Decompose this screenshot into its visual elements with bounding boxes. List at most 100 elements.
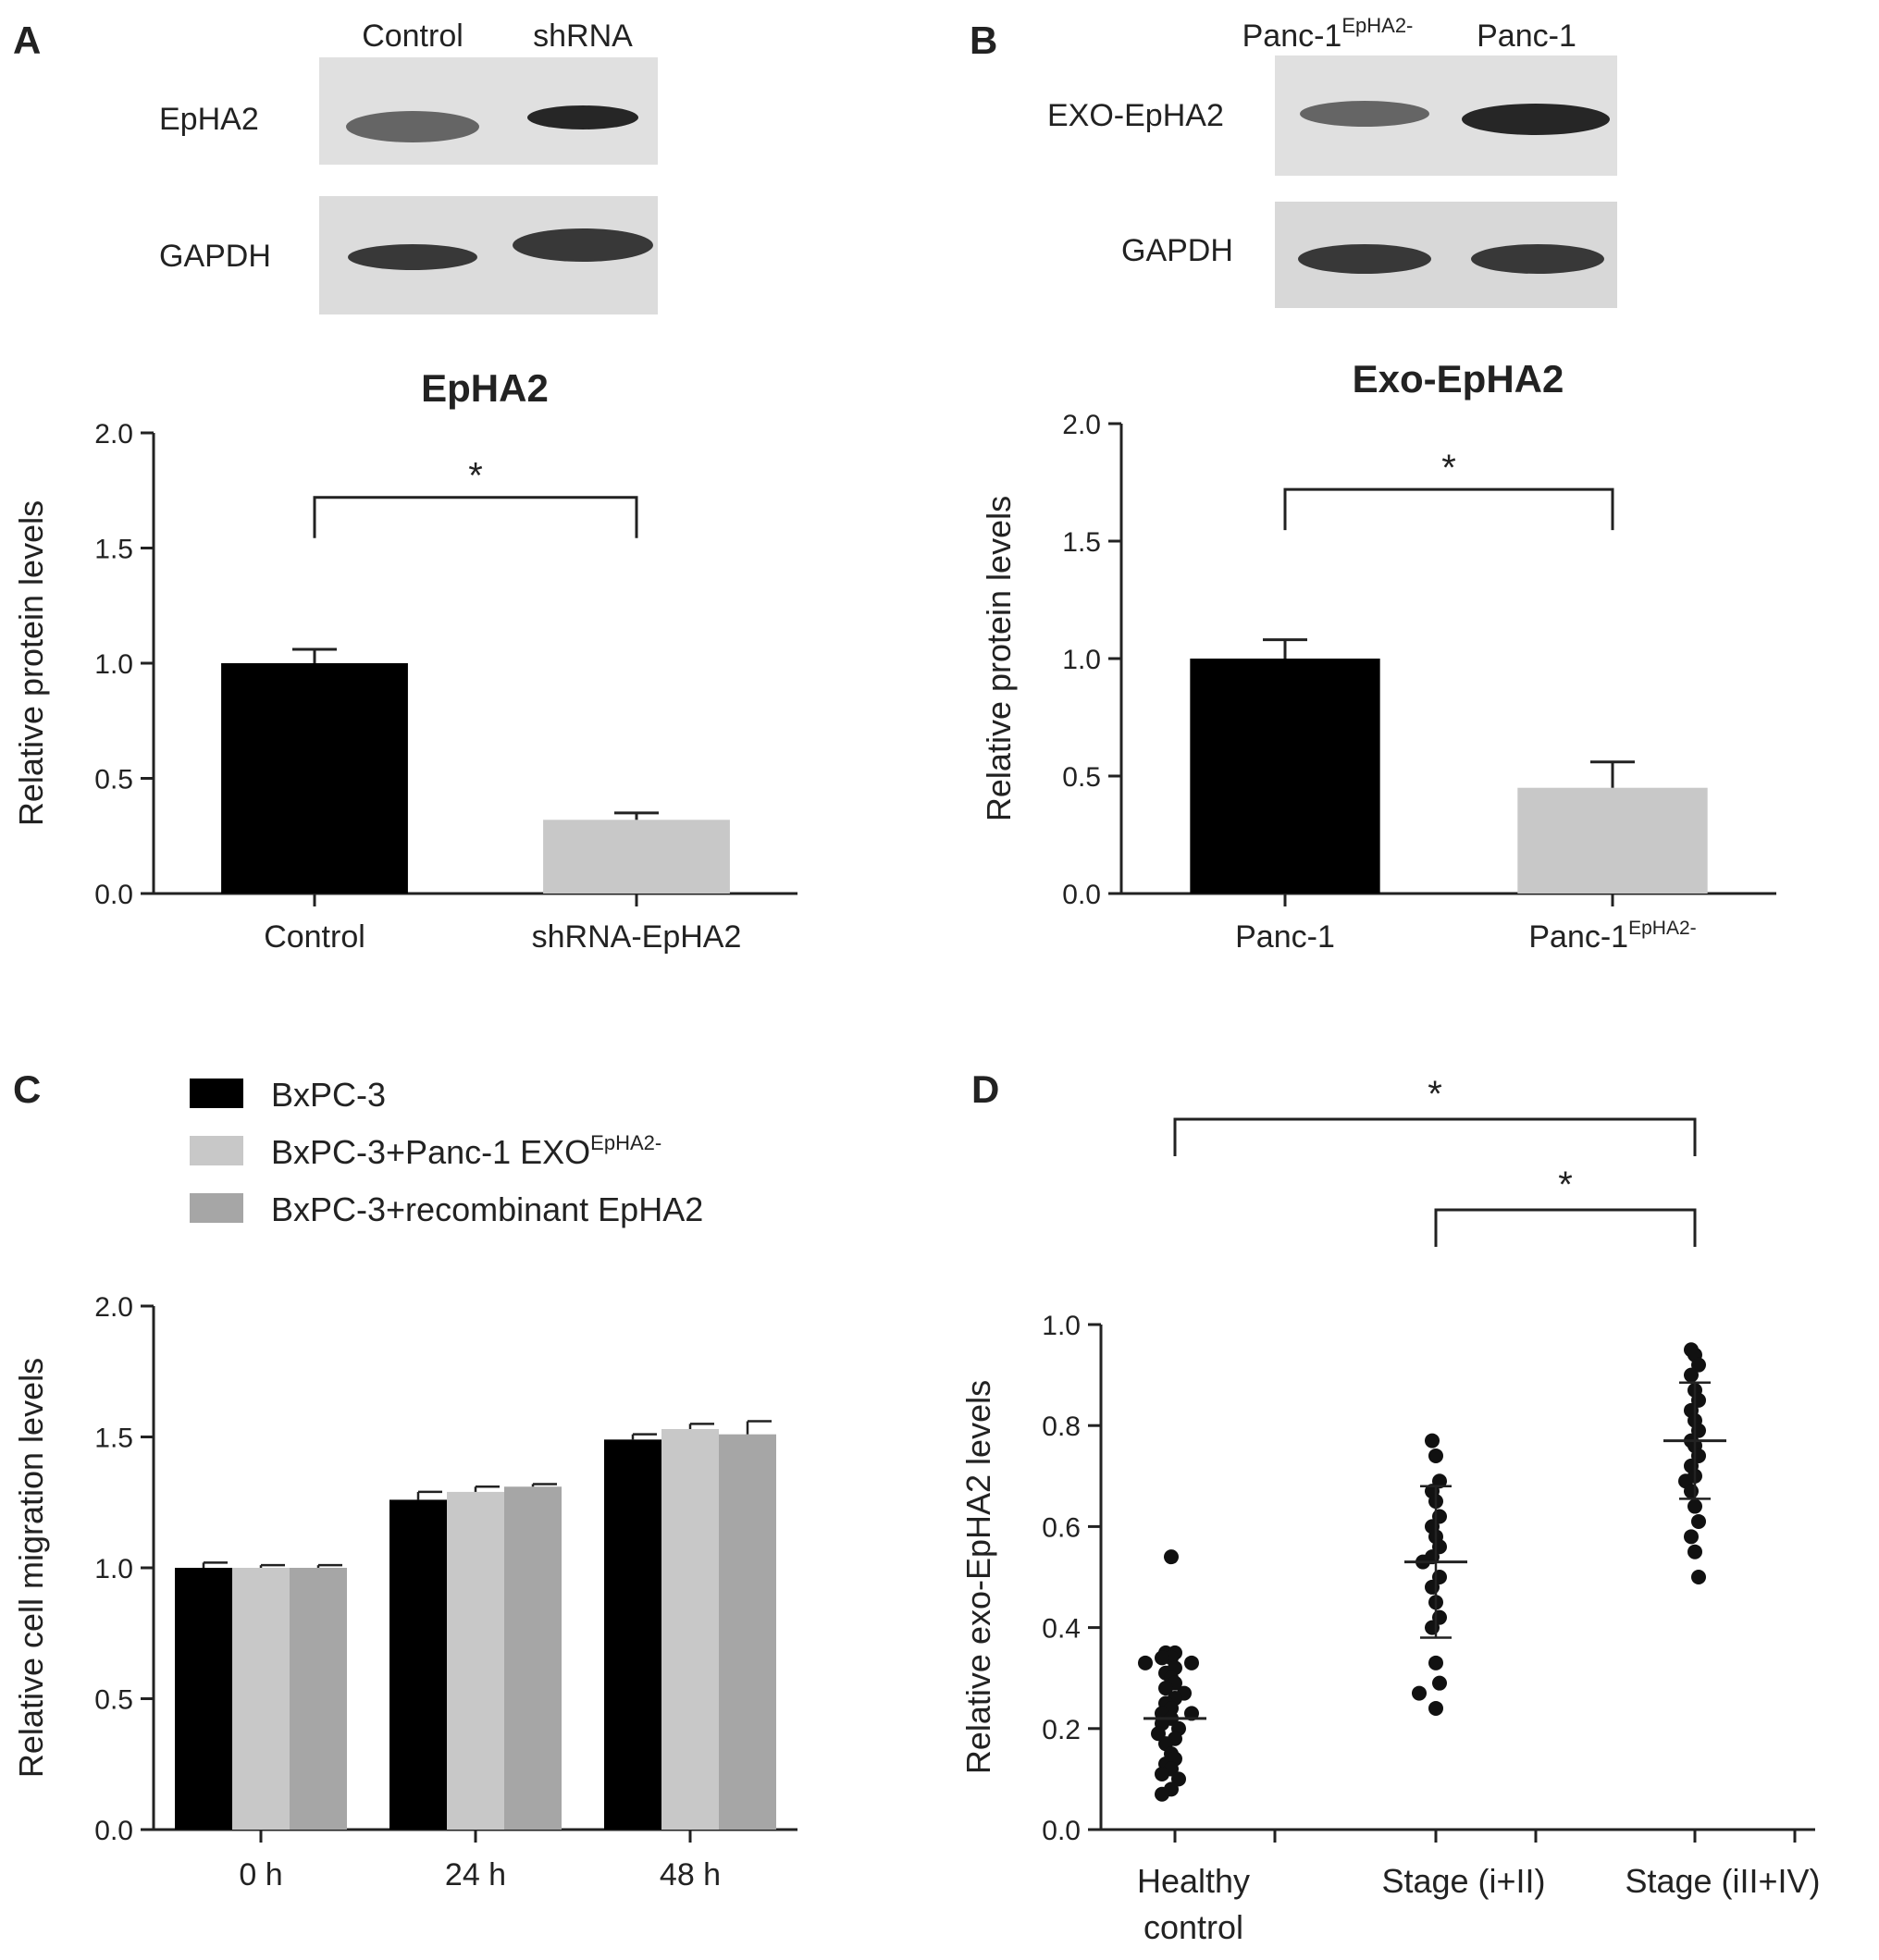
c-bar — [604, 1439, 661, 1830]
c-bar — [447, 1491, 504, 1830]
d-data-point — [1412, 1685, 1427, 1701]
blot-a-band-gapdh-control — [348, 244, 477, 270]
d-data-point — [1432, 1675, 1447, 1691]
d-x-tick-label: Stage (iII+IV) — [1625, 1862, 1820, 1900]
blot-b-lane-label-panc1-epha2: Panc-1EpHA2- — [1242, 14, 1414, 54]
blot-b-band-epha2-panc1 — [1462, 104, 1610, 135]
c-y-tick-label: 1.5 — [94, 1424, 133, 1454]
panel-letter-a: A — [13, 18, 41, 62]
d-data-point — [1155, 1766, 1169, 1781]
c-y-tick-label: 0.0 — [94, 1816, 133, 1846]
blot-a: Control shRNA EpHA2 GAPDH — [159, 18, 658, 314]
d-data-point — [1684, 1484, 1699, 1499]
c-x-tick-label: 24 h — [445, 1857, 506, 1892]
d-significance-label: * — [1428, 1074, 1442, 1115]
b-bar — [1517, 787, 1708, 894]
d-data-point — [1428, 1655, 1443, 1670]
c-legend-swatch — [190, 1136, 243, 1165]
blot-b-band-gapdh-panc1 — [1471, 244, 1604, 274]
a-x-tick-label: shRNA-EpHA2 — [532, 919, 742, 955]
d-data-point — [1428, 1700, 1443, 1716]
d-y-tick-label: 0.6 — [1042, 1512, 1081, 1543]
b-x-tick-label: Panc-1EpHA2- — [1528, 918, 1696, 955]
d-x-tick-label: Healthy — [1137, 1862, 1250, 1900]
a-x-tick-label: Control — [264, 919, 365, 955]
d-x-tick-label: Stage (i+II) — [1381, 1862, 1545, 1900]
d-y-tick-label: 0.2 — [1042, 1715, 1081, 1745]
blot-b-band-epha2-panc1-epha2 — [1300, 101, 1429, 127]
blot-a-band-epha2-shrna — [527, 105, 638, 129]
d-data-point — [1691, 1570, 1706, 1584]
d-y-tick-label: 0.4 — [1042, 1614, 1081, 1645]
b-y-tick-label: 1.5 — [1062, 527, 1101, 558]
blot-a-row-label-epha2: EpHA2 — [159, 102, 259, 137]
a-chart-title: EpHA2 — [421, 366, 549, 410]
d-data-point — [1138, 1655, 1153, 1670]
a-y-tick-label: 1.5 — [94, 535, 133, 565]
c-legend-label: BxPC-3 — [271, 1076, 386, 1114]
b-y-tick-label: 0.0 — [1062, 880, 1101, 910]
chart-b: 0.0 0.5 1.0 1.5 2.0 Relative protein levels Ex… — [980, 357, 1776, 955]
d-data-point — [1425, 1433, 1440, 1448]
d-data-point — [1155, 1786, 1169, 1802]
b-chart-title: Exo-EpHA2 — [1353, 357, 1564, 401]
d-data-point — [1687, 1544, 1702, 1559]
blot-a-band-gapdh-shrna — [513, 228, 653, 262]
c-bar — [175, 1568, 232, 1830]
panel-letter-c: C — [13, 1067, 41, 1111]
c-bar — [661, 1429, 719, 1830]
a-y-tick-label: 0.0 — [94, 880, 133, 910]
a-bar — [221, 663, 408, 894]
c-y-tick-label: 1.0 — [94, 1554, 133, 1584]
a-bar — [543, 820, 730, 894]
b-significance-label: * — [1441, 448, 1456, 488]
c-bar — [389, 1499, 447, 1830]
blot-a-lane-label-shrna: shRNA — [533, 18, 633, 54]
c-bar — [504, 1486, 562, 1830]
a-significance-bracket — [313, 496, 638, 538]
b-significance-bracket — [1283, 487, 1614, 531]
c-bar — [290, 1568, 347, 1830]
d-x-tick-label: control — [1143, 1908, 1243, 1946]
a-y-axis-label: Relative protein levels — [12, 500, 50, 826]
d-data-point — [1155, 1650, 1169, 1666]
panel-letter-b: B — [970, 18, 997, 62]
c-legend-swatch — [190, 1079, 243, 1108]
a-y-tick-label: 0.5 — [94, 765, 133, 795]
c-y-tick-label: 0.5 — [94, 1685, 133, 1716]
c-bar — [232, 1568, 290, 1830]
b-x-tick-label: Panc-1 — [1235, 919, 1335, 955]
d-y-axis-label: Relative exo-EpHA2 levels — [959, 1380, 997, 1774]
d-data-point — [1691, 1513, 1706, 1529]
d-y-tick-label: 0.8 — [1042, 1411, 1081, 1442]
d-significance-label: * — [1558, 1165, 1573, 1205]
c-legend-label: BxPC-3+Panc-1 EXOEpHA2- — [271, 1131, 661, 1171]
blot-b: Panc-1EpHA2- Panc-1 EXO-EpHA2 GAPDH — [1047, 14, 1617, 308]
c-bar — [719, 1434, 776, 1830]
c-x-tick-label: 0 h — [239, 1857, 282, 1892]
c-legend-label: BxPC-3+recombinant EpHA2 — [271, 1190, 703, 1228]
panel-letter-d: D — [971, 1067, 999, 1111]
c-y-tick-label: 2.0 — [94, 1292, 133, 1323]
b-bar — [1190, 659, 1380, 894]
d-significance-bracket — [1173, 1117, 1697, 1156]
a-y-tick-label: 1.0 — [94, 649, 133, 680]
d-data-point — [1684, 1529, 1699, 1545]
blot-a-lane-label-control: Control — [362, 18, 464, 54]
blot-b-band-gapdh-panc1-epha2 — [1298, 244, 1431, 274]
a-y-tick-label: 2.0 — [94, 419, 133, 450]
a-significance-label: * — [468, 456, 483, 497]
blot-a-band-epha2-control — [346, 111, 479, 142]
d-y-tick-label: 1.0 — [1042, 1311, 1081, 1341]
b-y-axis-label: Relative protein levels — [980, 496, 1018, 821]
c-y-axis-label: Relative cell migration levels — [12, 1358, 50, 1778]
blot-a-row-label-gapdh: GAPDH — [159, 239, 271, 274]
d-significance-bracket — [1434, 1208, 1697, 1247]
d-data-point — [1684, 1367, 1699, 1383]
d-data-point — [1184, 1655, 1199, 1670]
d-data-point — [1425, 1579, 1440, 1595]
blot-b-row-label-exo-epha2: EXO-EpHA2 — [1047, 98, 1224, 133]
d-y-tick-label: 0.0 — [1042, 1816, 1081, 1846]
d-data-point — [1158, 1681, 1173, 1696]
